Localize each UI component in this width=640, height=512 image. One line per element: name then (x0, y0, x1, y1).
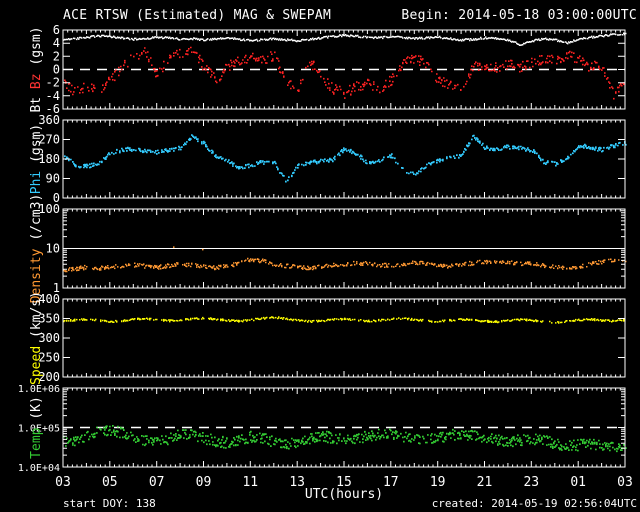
y-axis-label-phi: Phi (gsm) (29, 124, 44, 194)
bz-series-points (64, 46, 625, 100)
y-tick-label: 250 (38, 351, 60, 365)
y-tick-label: 350 (38, 312, 60, 326)
y-tick-label: 90 (46, 172, 60, 186)
x-tick-label: 07 (149, 475, 165, 490)
x-tick-label: 21 (477, 475, 493, 490)
bt-series-points (63, 32, 627, 46)
y-tick-label: 200 (38, 370, 60, 384)
plot-title: ACE RTSW (Estimated) MAG & SWEPAM (63, 8, 332, 23)
x-tick-label: 17 (383, 475, 399, 490)
x-ticks-speed (62, 299, 626, 377)
y-axis-label-speed: Speed (km/s) (29, 291, 44, 385)
y-tick-label: 0 (53, 191, 60, 205)
panel-frame-density (62, 208, 626, 289)
panel-phi: 360 270 180 90 0 Phi (gsm) (29, 113, 627, 205)
x-tick-label: 15 (336, 475, 352, 490)
temp-series-points (62, 425, 627, 453)
panel-frame-bt-bz (62, 29, 626, 110)
x-tick-label: 09 (196, 475, 212, 490)
panel-density: 100 10 1 Density (/cm3) (29, 194, 627, 304)
density-series-points (63, 246, 627, 273)
begin-timestamp: Begin: 2014-05-18 03:00:00UTC (401, 8, 637, 23)
y-axis-label-density: Density (/cm3) (29, 194, 44, 304)
y-tick-label: 400 (38, 292, 60, 306)
y-tick-label: 6 (53, 23, 60, 37)
y-tick-label: -4 (46, 89, 60, 103)
speed-series-points (63, 316, 625, 324)
panel-frame-temp (62, 387, 626, 468)
y-ticks-speed (63, 298, 625, 378)
x-tick-label: 05 (102, 475, 118, 490)
y-tick-label: 1.0E+04 (18, 463, 60, 474)
y-tick-label: -2 (46, 76, 60, 90)
y-tick-label: -6 (46, 102, 60, 116)
created-timestamp: created: 2014-05-19 02:56:04UTC (431, 497, 637, 510)
y-tick-label: 270 (38, 133, 60, 147)
panel-temp: 1.0E+06 1.0E+05 1.0E+04 Temp (K) (18, 384, 627, 474)
y-tick-label: 1 (53, 281, 60, 295)
y-axis-label-bt-bz: Bt Bz (gsm) (29, 26, 44, 112)
y-tick-label: 10 (46, 242, 60, 256)
x-tick-label: 19 (430, 475, 446, 490)
y-tick-label: 300 (38, 331, 60, 345)
x-tick-label: 03 (55, 475, 71, 490)
y-tick-label: 4 (53, 36, 60, 50)
panel-frame-phi (62, 119, 626, 199)
x-tick-label: 01 (570, 475, 586, 490)
y-axis-label-temp: Temp (K) (29, 396, 44, 459)
y-tick-label: 360 (38, 113, 60, 127)
y-tick-label: 100 (38, 202, 60, 216)
y-tick-label: 2 (53, 49, 60, 63)
y-tick-label: 1.0E+06 (18, 384, 60, 395)
x-tick-label: 13 (289, 475, 305, 490)
start-doy-label: start DOY: 138 (63, 497, 156, 510)
x-tick-label: 11 (242, 475, 258, 490)
y-tick-label: 0 (53, 63, 60, 77)
phi-series-points (63, 134, 627, 183)
x-axis-title: UTC(hours) (305, 487, 383, 502)
panel-frame-speed (62, 298, 626, 378)
y-tick-label: 1.0E+05 (18, 424, 60, 435)
x-tick-label: 03 (617, 475, 633, 490)
y-tick-label: 180 (38, 152, 60, 166)
x-tick-label: 23 (523, 475, 539, 490)
